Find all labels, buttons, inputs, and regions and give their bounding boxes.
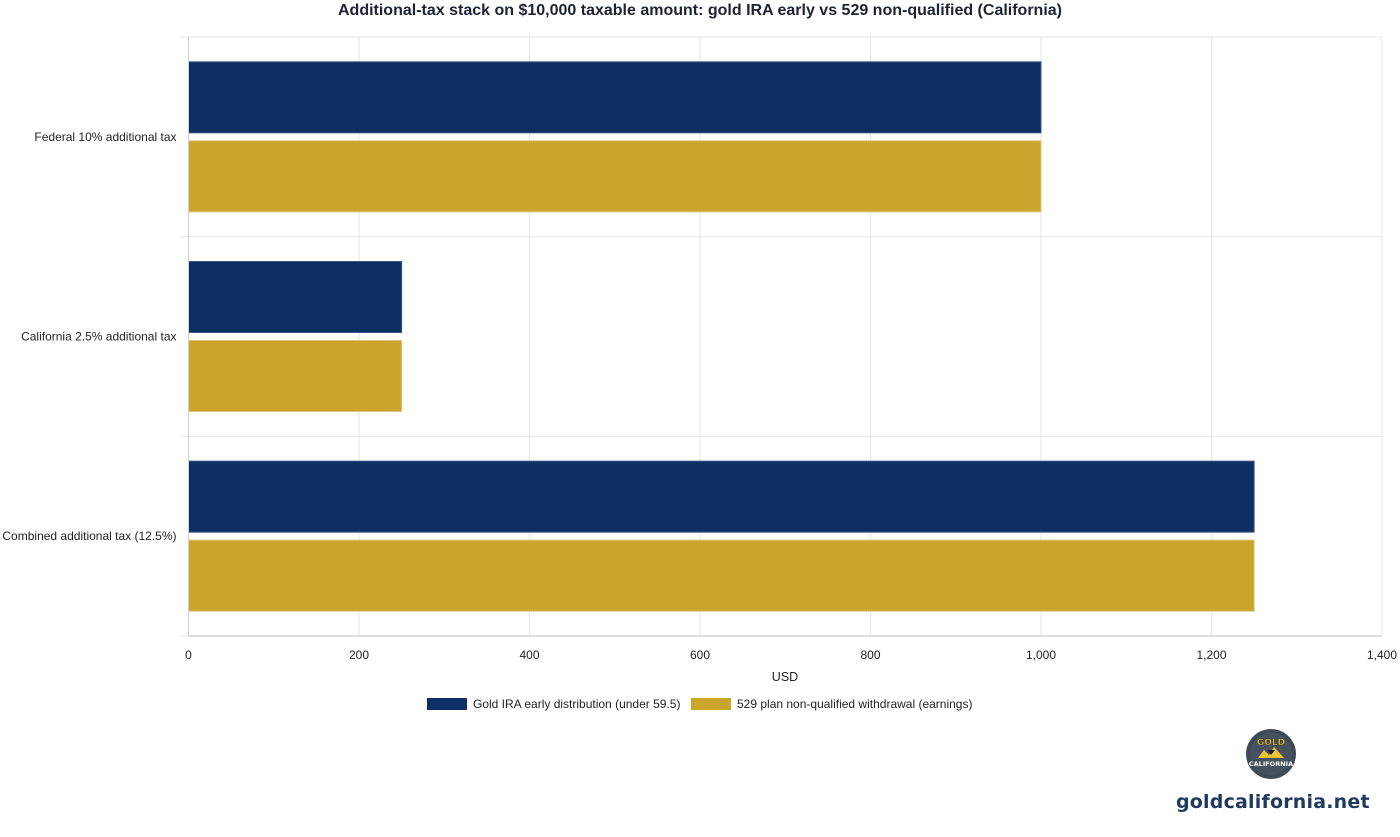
- logo-top-text: GOLD: [1257, 738, 1285, 748]
- y-category-label: Federal 10% additional tax: [34, 130, 176, 144]
- bar: [188, 539, 1255, 612]
- legend: Gold IRA early distribution (under 59.5)…: [427, 697, 972, 711]
- legend-swatch: [427, 698, 467, 710]
- bar: [188, 140, 1042, 213]
- brand-site-text: goldcalifornia.net: [1176, 791, 1370, 813]
- logo-bottom-text: CALIFORNIA: [1249, 760, 1293, 768]
- x-tick-label: 1,400: [1367, 648, 1397, 662]
- bars: [188, 61, 1255, 612]
- x-tick-label: 1,000: [1026, 648, 1056, 662]
- brand-watermark: GOLD CALIFORNIA goldcalifornia.net: [1176, 728, 1370, 813]
- legend-label: 529 plan non-qualified withdrawal (earni…: [737, 697, 972, 711]
- x-tick-label: 400: [519, 648, 539, 662]
- x-tick-label: 800: [860, 648, 880, 662]
- x-tick-label: 200: [349, 648, 369, 662]
- y-category-label: California 2.5% additional tax: [21, 330, 176, 344]
- bar: [188, 340, 403, 412]
- x-tick-label: 1,200: [1196, 648, 1226, 662]
- bar: [188, 460, 1255, 533]
- gold-california-logo: GOLD CALIFORNIA: [1246, 729, 1296, 779]
- legend-swatch: [691, 698, 731, 710]
- axes: 0 200 400 600 800 1,000 1,200 1,400 Federal 10% …: [2, 37, 1397, 662]
- x-tick-label: 600: [690, 648, 710, 662]
- x-tick-label: 0: [185, 648, 192, 662]
- bar: [188, 61, 1042, 134]
- bar: [188, 261, 403, 333]
- legend-label: Gold IRA early distribution (under 59.5): [473, 697, 680, 711]
- chart-title: Additional-tax stack on $10,000 taxable …: [338, 2, 1062, 19]
- y-category-label: Combined additional tax (12.5%): [2, 529, 176, 543]
- x-axis-label: USD: [772, 670, 798, 684]
